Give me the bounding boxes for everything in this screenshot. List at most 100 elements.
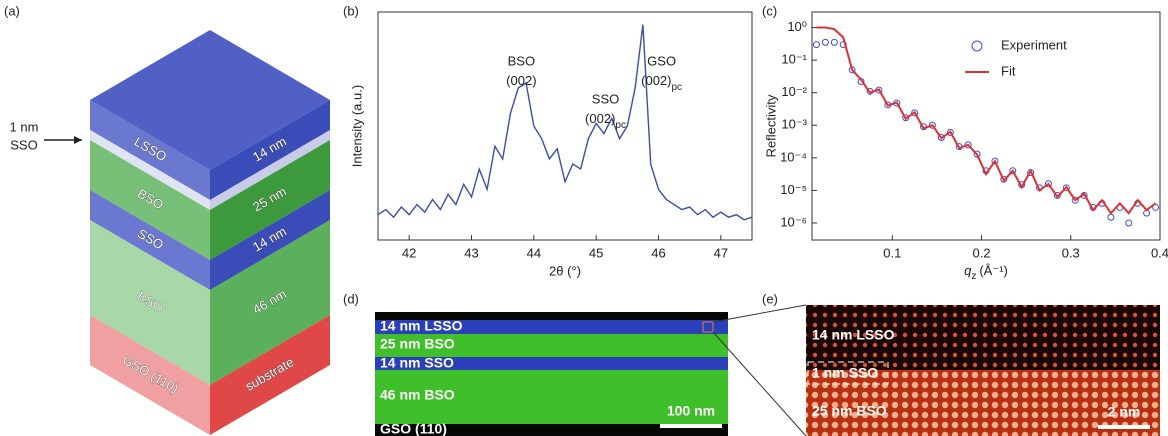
- layer-left-face: [90, 100, 210, 200]
- y-tick-label: 10⁻²: [781, 84, 807, 99]
- layer-left-face: [90, 315, 210, 435]
- haadf-lattice: [806, 305, 1160, 370]
- layer-left-face: [90, 140, 210, 260]
- x-axis-label-var: q: [964, 263, 972, 278]
- data-point: [1044, 180, 1052, 188]
- y-tick-label: 10⁻⁴: [780, 149, 807, 164]
- x-tick-label: 0.4: [1151, 245, 1168, 260]
- annotation-subscript: pc: [615, 120, 626, 131]
- x-axis-label: qz (Å⁻¹): [964, 263, 1008, 281]
- legend-marker: [971, 40, 983, 52]
- layer-right-face: [210, 140, 330, 260]
- data-point: [937, 134, 945, 142]
- annotation: SSO: [10, 137, 37, 152]
- panel-label: (c): [762, 3, 777, 18]
- image-label: 14 nm LSSO: [380, 318, 463, 334]
- layer-right-face: [210, 220, 330, 385]
- data-point: [830, 38, 838, 46]
- layer-left-face: [90, 130, 210, 210]
- panel-label: (b): [343, 3, 359, 18]
- image-label: 14 nm SSO: [380, 355, 454, 371]
- x-tick-label: 43: [464, 245, 478, 260]
- x-tick-label: 44: [527, 245, 541, 260]
- tem-band: [375, 370, 728, 424]
- x-tick-label: 47: [714, 245, 728, 260]
- image-label: 25 nm BSO: [380, 336, 455, 352]
- data-point: [1125, 219, 1133, 227]
- panel-label: (d): [343, 291, 359, 306]
- data-point: [973, 150, 981, 158]
- layer-right-face: [210, 315, 330, 435]
- layer-right-face: [210, 190, 330, 290]
- layer-left-face: [90, 220, 210, 385]
- zoom-line: [712, 304, 807, 323]
- annotation: SSO: [592, 91, 619, 106]
- annotation-index: (002): [585, 111, 615, 126]
- annotation: (002): [506, 73, 536, 88]
- image-label: 1 nm SSO: [812, 365, 878, 381]
- annotation-index: (002): [641, 73, 671, 88]
- data-point: [1053, 191, 1061, 199]
- y-axis-label: Intensity (a.u.): [349, 85, 364, 167]
- x-axis-label-sub: z: [971, 271, 976, 282]
- scale-bar-label: 2 nm: [1108, 404, 1141, 420]
- panel-label: (e): [762, 291, 778, 306]
- scale-bar-label: 100 nm: [667, 403, 715, 419]
- y-tick-label: 10⁻¹: [781, 52, 807, 67]
- y-axis-label: Reflectivity: [763, 94, 778, 157]
- data-point: [1071, 196, 1079, 204]
- data-line: [377, 24, 753, 221]
- panel-label: (a): [4, 3, 20, 18]
- y-tick-label: 10⁰: [787, 19, 807, 34]
- data-point: [821, 38, 829, 46]
- image-label: 46 nm BSO: [380, 387, 455, 403]
- layer-right-face: [210, 100, 330, 200]
- x-axis-label-unit: (Å⁻¹): [979, 263, 1008, 278]
- data-point: [946, 128, 954, 136]
- x-tick-label: 46: [651, 245, 665, 260]
- plot-frame: [811, 11, 1161, 241]
- annotation: (002)pc: [641, 73, 682, 92]
- image-label: 14 nm LSSO: [812, 327, 895, 343]
- tem-band: [375, 320, 728, 334]
- dashed-box: [807, 361, 889, 385]
- x-axis-label: 2θ (°): [549, 263, 581, 278]
- data-point: [1107, 213, 1115, 221]
- annotation: 1 nm: [10, 119, 39, 134]
- layer-right-face: [210, 130, 330, 210]
- x-tick-label: 0.3: [1062, 245, 1080, 260]
- zoom-box: [702, 321, 714, 333]
- annotation-subscript: pc: [672, 82, 683, 93]
- data-point: [911, 109, 919, 117]
- data-point: [902, 114, 910, 122]
- tem-band: [375, 334, 728, 357]
- data-point: [1000, 175, 1008, 183]
- plot-frame: [377, 11, 753, 241]
- tem-band: [375, 357, 728, 370]
- x-tick-label: 0.2: [972, 245, 990, 260]
- data-point: [991, 157, 999, 165]
- image-label: 25 nm BSO: [812, 403, 887, 419]
- x-tick-label: 0.1: [883, 245, 901, 260]
- legend-label: Fit: [1001, 63, 1016, 78]
- fit-line: [816, 26, 1157, 215]
- layout: [44, 136, 1160, 436]
- y-tick-label: 10⁻³: [781, 117, 807, 132]
- annotation: (002)pc: [585, 111, 626, 130]
- annotation-index: (002): [506, 73, 536, 88]
- annotation: GSO: [647, 53, 676, 68]
- image-label: GSO (110): [380, 421, 447, 436]
- data-point: [1062, 184, 1070, 192]
- layer-top-face: [90, 30, 330, 170]
- y-tick-label: 10⁻⁶: [780, 214, 807, 229]
- arrow-head: [74, 136, 82, 144]
- data-point: [812, 41, 820, 49]
- y-tick-label: 10⁻⁵: [780, 182, 807, 197]
- zoom-line: [712, 331, 807, 436]
- data-point: [964, 141, 972, 149]
- x-tick-label: 45: [589, 245, 603, 260]
- data-point: [928, 121, 936, 129]
- legend-label: Experiment: [1001, 37, 1067, 52]
- x-tick-label: 42: [402, 245, 416, 260]
